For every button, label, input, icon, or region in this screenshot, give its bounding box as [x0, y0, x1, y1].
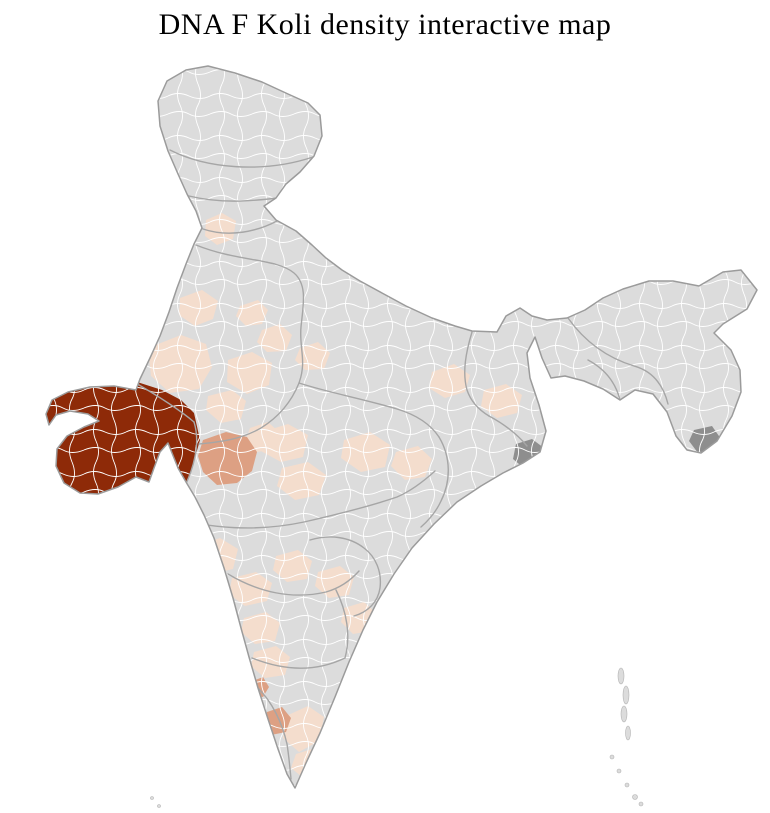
state-borders [133, 149, 669, 780]
state-border-mp-maharashtra [166, 470, 436, 529]
andaman-island[interactable] [620, 705, 628, 723]
lakshadweep-island[interactable] [157, 804, 161, 808]
map-title: DNA F Koli density interactive map [158, 8, 612, 41]
medium-density-district-south-gujarat[interactable] [155, 487, 187, 529]
state-border-tamil-nadu-north [251, 657, 346, 669]
lakshadweep-islands[interactable] [150, 796, 161, 808]
state-border-gujarat-north [133, 381, 195, 423]
district-borders-overlay [46, 66, 757, 788]
india-outline [45, 65, 758, 789]
state-border-hp [188, 195, 278, 202]
state-border-jk [169, 149, 314, 168]
state-border-kerala-tn [257, 687, 292, 780]
map-fill-layer [46, 66, 757, 788]
state-border-jharkhand-wb [488, 415, 528, 447]
nicobar-island[interactable] [624, 782, 630, 788]
andaman-nicobar-islands[interactable] [609, 667, 644, 807]
nicobar-island[interactable] [616, 768, 622, 774]
nicobar-island[interactable] [632, 794, 638, 800]
state-border-telangana [309, 536, 382, 617]
state-border-assam [567, 317, 669, 405]
state-border-punjab [202, 220, 278, 234]
state-border-up-mp [298, 382, 440, 438]
state-border-karnataka-ap [335, 589, 349, 659]
nicobar-island[interactable] [609, 754, 615, 760]
lakshadweep-island[interactable] [150, 796, 154, 800]
nicobar-island[interactable] [638, 801, 644, 807]
andaman-island[interactable] [625, 725, 631, 741]
andaman-island[interactable] [622, 685, 630, 705]
state-border-meghalaya [587, 359, 621, 401]
state-border-rajasthan [195, 244, 305, 445]
andaman-island[interactable] [617, 667, 625, 685]
state-border-chhattisgarh-odisha [420, 436, 449, 528]
state-border-maharashtra-karnataka [227, 570, 360, 596]
state-border-up-bihar [464, 331, 490, 417]
